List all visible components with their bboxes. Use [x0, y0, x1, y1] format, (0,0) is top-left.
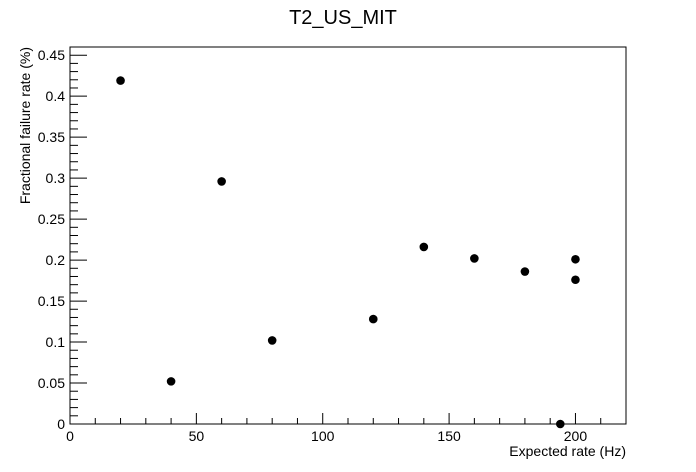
- data-point: [116, 76, 125, 85]
- y-tick-label: 0.35: [38, 129, 65, 145]
- x-tick-label: 100: [311, 428, 335, 444]
- axes: 0 50 100 150 200 0 0.05 0.1 0.15 0.2 0.25 0.3 0.35 0.…: [38, 46, 627, 444]
- x-tick-label: 150: [437, 428, 461, 444]
- y-tick-label: 0: [57, 416, 65, 432]
- y-tick-label: 0.1: [46, 334, 66, 350]
- data-point: [520, 267, 530, 276]
- y-tick-label: 0.15: [38, 293, 65, 309]
- y-tick-label: 0.2: [46, 252, 66, 268]
- data-point: [571, 275, 580, 285]
- plot-frame: [69, 46, 627, 425]
- y-axis-label: Fractional failure rate (%): [17, 47, 33, 204]
- y-tick-label: 0.05: [38, 375, 65, 391]
- data-point: [267, 336, 277, 345]
- data-point: [217, 177, 226, 186]
- chart-title: T2_US_MIT: [289, 7, 397, 29]
- data-point: [166, 377, 176, 386]
- x-tick-label: 50: [189, 428, 205, 444]
- y-tick-label: 0.4: [46, 88, 66, 104]
- y-tick-label: 0.25: [38, 211, 65, 227]
- data-point: [368, 314, 378, 324]
- data-point: [555, 419, 565, 429]
- data-point: [571, 254, 580, 264]
- x-axis-label: Expected rate (Hz): [509, 443, 626, 459]
- x-tick-label: 0: [66, 428, 74, 444]
- data-points: [116, 76, 580, 429]
- y-tick-label: 0.3: [46, 170, 66, 186]
- y-tick-label: 0.45: [38, 47, 65, 63]
- x-tick-label: 200: [564, 428, 588, 444]
- data-point: [470, 254, 479, 263]
- data-point: [419, 242, 429, 252]
